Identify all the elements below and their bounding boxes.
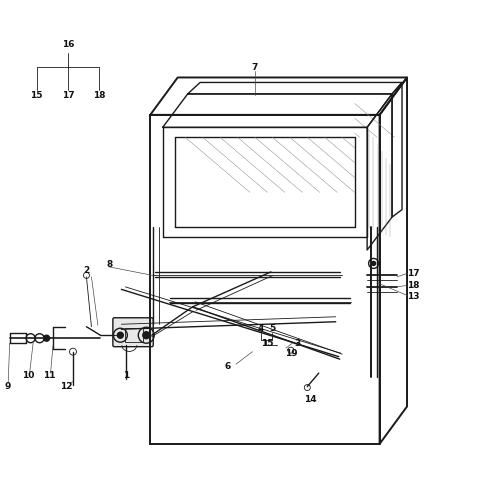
Circle shape xyxy=(143,332,150,339)
Text: 17: 17 xyxy=(62,91,74,101)
Text: 11: 11 xyxy=(43,371,56,379)
FancyBboxPatch shape xyxy=(113,318,153,347)
Text: 19: 19 xyxy=(285,349,297,358)
Text: 3: 3 xyxy=(294,339,300,348)
Text: 7: 7 xyxy=(252,63,258,72)
Circle shape xyxy=(117,332,123,338)
Circle shape xyxy=(44,335,49,341)
Text: 15: 15 xyxy=(30,91,43,101)
Text: 4: 4 xyxy=(258,324,264,333)
Text: 8: 8 xyxy=(106,260,112,269)
Text: 18: 18 xyxy=(407,281,420,290)
Text: 16: 16 xyxy=(62,40,74,48)
Bar xyxy=(125,328,143,342)
Text: 10: 10 xyxy=(22,371,34,379)
Text: 9: 9 xyxy=(5,382,12,391)
Circle shape xyxy=(372,262,376,265)
Text: 5: 5 xyxy=(269,324,276,333)
Text: 1: 1 xyxy=(123,371,130,379)
Text: 13: 13 xyxy=(407,292,420,301)
Text: 17: 17 xyxy=(407,269,420,278)
Text: 12: 12 xyxy=(60,382,73,391)
Text: 15: 15 xyxy=(261,339,274,348)
Text: 2: 2 xyxy=(84,266,90,275)
Text: 14: 14 xyxy=(304,395,317,403)
Text: 18: 18 xyxy=(93,91,106,101)
Text: 6: 6 xyxy=(225,362,231,371)
